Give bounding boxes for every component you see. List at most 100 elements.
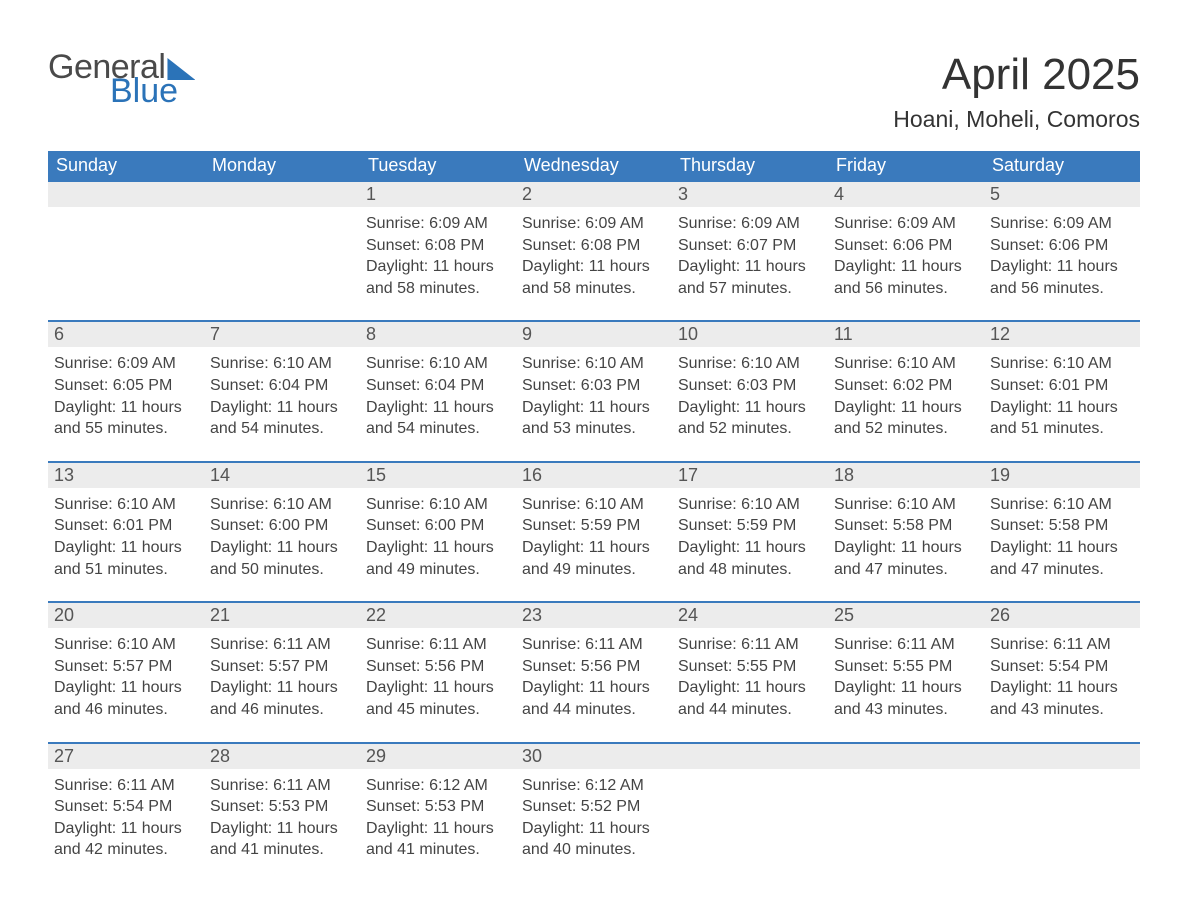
dow-monday: Monday [204, 151, 360, 181]
sunset: Sunset: 5:53 PM [366, 796, 510, 818]
daylight: Daylight: 11 hours and 51 minutes. [990, 397, 1134, 440]
sunrise: Sunrise: 6:10 AM [210, 353, 354, 375]
day-number-empty [828, 743, 984, 769]
daylight-label: Daylight: [54, 679, 121, 696]
sunset-label: Sunset: [990, 658, 1049, 675]
sunset-label: Sunset: [210, 798, 269, 815]
daylight: Daylight: 11 hours and 45 minutes. [366, 677, 510, 720]
sunset-value: 6:04 PM [269, 377, 329, 394]
sunset: Sunset: 6:05 PM [54, 375, 198, 397]
sunrise: Sunrise: 6:10 AM [522, 494, 666, 516]
daylight-label: Daylight: [834, 258, 901, 275]
day-detail-cell: Sunrise: 6:11 AMSunset: 5:56 PMDaylight:… [360, 628, 516, 728]
sunrise-value: 6:11 AM [585, 636, 643, 653]
sunset-value: 6:01 PM [113, 517, 173, 534]
sunset-label: Sunset: [834, 377, 893, 394]
sunrise-label: Sunrise: [678, 215, 741, 232]
daylight: Daylight: 11 hours and 58 minutes. [366, 256, 510, 299]
sunset-label: Sunset: [210, 377, 269, 394]
sunset: Sunset: 5:57 PM [54, 656, 198, 678]
daylight: Daylight: 11 hours and 56 minutes. [834, 256, 978, 299]
day-number-empty [48, 181, 204, 207]
daylight-label: Daylight: [990, 258, 1057, 275]
sunrise-value: 6:10 AM [273, 496, 332, 513]
day-number: 12 [984, 321, 1140, 347]
daylight-label: Daylight: [210, 539, 277, 556]
daylight-label: Daylight: [522, 258, 589, 275]
daylight: Daylight: 11 hours and 54 minutes. [366, 397, 510, 440]
daylight-label: Daylight: [210, 399, 277, 416]
sunset: Sunset: 6:03 PM [678, 375, 822, 397]
daylight: Daylight: 11 hours and 46 minutes. [54, 677, 198, 720]
sunset-value: 5:59 PM [737, 517, 797, 534]
sunrise-value: 6:12 AM [585, 777, 644, 794]
sunrise-value: 6:10 AM [429, 496, 488, 513]
day-number: 21 [204, 602, 360, 628]
sunrise-label: Sunrise: [522, 496, 585, 513]
sunrise: Sunrise: 6:10 AM [678, 494, 822, 516]
sunrise-label: Sunrise: [834, 496, 897, 513]
sunrise-value: 6:11 AM [273, 777, 331, 794]
daylight-label: Daylight: [366, 258, 433, 275]
sunset-value: 6:07 PM [737, 237, 797, 254]
sunrise: Sunrise: 6:09 AM [834, 213, 978, 235]
sunset: Sunset: 6:03 PM [522, 375, 666, 397]
sunrise-label: Sunrise: [522, 636, 585, 653]
sunset-value: 5:54 PM [1049, 658, 1109, 675]
sunset-label: Sunset: [678, 377, 737, 394]
sunrise-label: Sunrise: [678, 496, 741, 513]
sunrise-value: 6:10 AM [741, 496, 800, 513]
daylight: Daylight: 11 hours and 56 minutes. [990, 256, 1134, 299]
sunset: Sunset: 6:00 PM [366, 515, 510, 537]
day-number-empty [204, 181, 360, 207]
daylight-label: Daylight: [54, 820, 121, 837]
daylight-label: Daylight: [366, 820, 433, 837]
day-detail-cell: Sunrise: 6:10 AMSunset: 6:03 PMDaylight:… [516, 347, 672, 447]
daylight-label: Daylight: [834, 679, 901, 696]
daylight-label: Daylight: [990, 679, 1057, 696]
day-number: 6 [48, 321, 204, 347]
day-number: 10 [672, 321, 828, 347]
day-number-row: 27282930 [48, 743, 1140, 769]
sunrise-label: Sunrise: [990, 496, 1053, 513]
sunrise-label: Sunrise: [54, 636, 117, 653]
sunrise: Sunrise: 6:10 AM [834, 494, 978, 516]
day-detail-cell: Sunrise: 6:10 AMSunset: 5:57 PMDaylight:… [48, 628, 204, 728]
sunrise-label: Sunrise: [210, 636, 273, 653]
sunrise-label: Sunrise: [990, 215, 1053, 232]
day-detail-cell [984, 769, 1140, 869]
day-detail-cell: Sunrise: 6:09 AMSunset: 6:06 PMDaylight:… [984, 207, 1140, 307]
day-detail-cell: Sunrise: 6:10 AM Sunset: 6:00 PM Daylight:… [204, 488, 360, 588]
dow-sunday: Sunday [48, 151, 204, 181]
sunrise-label: Sunrise: [54, 777, 117, 794]
day-detail-cell: Sunrise: 6:09 AMSunset: 6:08 PMDaylight:… [360, 207, 516, 307]
day-number-row: 13141516171819 [48, 462, 1140, 488]
daylight-label: Daylight: [990, 399, 1057, 416]
day-detail-cell: Sunrise: 6:10 AM Sunset: 6:04 PM Daylight:… [204, 347, 360, 447]
sunrise: Sunrise: 6:10 AM [834, 353, 978, 375]
day-number-row: 12345 [48, 181, 1140, 207]
daylight-label: Daylight: [366, 399, 433, 416]
sunset-label: Sunset: [834, 658, 893, 675]
daylight: Daylight: 11 hours and 44 minutes. [678, 677, 822, 720]
daylight: Daylight: 11 hours and 42 minutes. [54, 818, 198, 861]
sunrise: Sunrise: 6:11 AM [522, 634, 666, 656]
sunset: Sunset: 5:55 PM [678, 656, 822, 678]
sunrise-value: 6:10 AM [897, 496, 956, 513]
sunset-label: Sunset: [678, 658, 737, 675]
sunrise: Sunrise: 6:10 AM [990, 494, 1134, 516]
sunrise-label: Sunrise: [210, 777, 273, 794]
daylight: Daylight: 11 hours and 52 minutes. [834, 397, 978, 440]
sunset: Sunset: 5:56 PM [366, 656, 510, 678]
sunrise-value: 6:11 AM [897, 636, 955, 653]
day-number: 26 [984, 602, 1140, 628]
sunrise-label: Sunrise: [210, 496, 273, 513]
sunrise-value: 6:09 AM [429, 215, 488, 232]
day-detail-row: Sunrise: 6:10 AMSunset: 5:57 PMDaylight:… [48, 628, 1140, 728]
sunset: Sunset: 5:57 PM [210, 656, 354, 678]
daylight-label: Daylight: [210, 679, 277, 696]
day-detail-cell: Sunrise: 6:10 AMSunset: 5:58 PMDaylight:… [828, 488, 984, 588]
sunrise: Sunrise: 6:12 AM [522, 775, 666, 797]
sunset: Sunset: 6:00 PM [210, 515, 354, 537]
sunset-value: 5:54 PM [113, 798, 173, 815]
